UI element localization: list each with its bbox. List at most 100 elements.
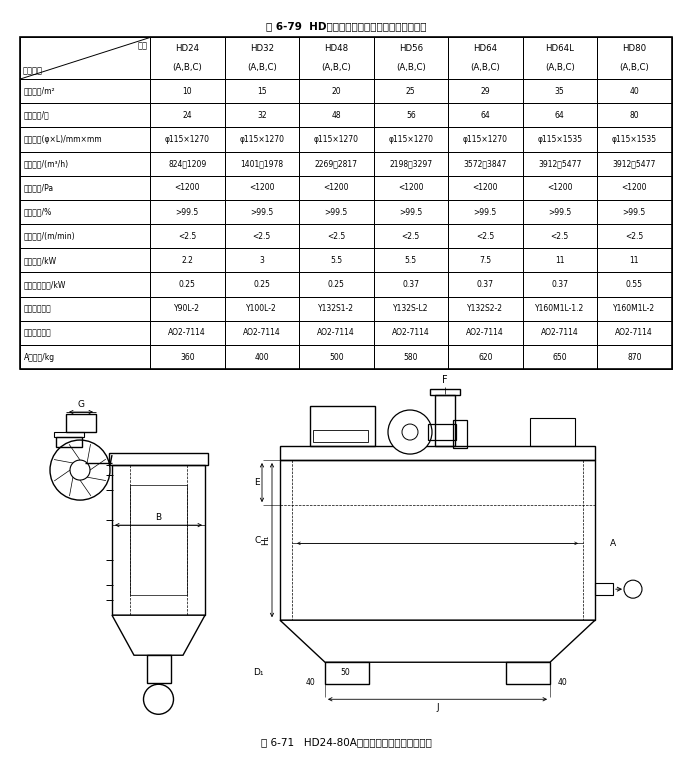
Bar bbox=[150, 103, 224, 127]
Text: Y132S2-2: Y132S2-2 bbox=[467, 304, 503, 313]
Bar bbox=[224, 345, 299, 369]
Bar bbox=[374, 296, 448, 321]
Text: AO2-7114: AO2-7114 bbox=[615, 329, 653, 337]
Text: 580: 580 bbox=[403, 353, 418, 362]
Text: 824～1209: 824～1209 bbox=[168, 159, 206, 168]
Text: <2.5: <2.5 bbox=[476, 232, 494, 240]
Bar bbox=[522, 248, 597, 273]
Bar bbox=[299, 321, 374, 345]
Bar bbox=[597, 321, 671, 345]
Bar bbox=[21, 38, 671, 369]
Bar bbox=[150, 321, 224, 345]
Bar bbox=[150, 296, 224, 321]
Bar bbox=[224, 224, 299, 248]
Text: Y100L-2: Y100L-2 bbox=[246, 304, 277, 313]
Text: HD64L: HD64L bbox=[545, 45, 574, 54]
Text: φ115×1270: φ115×1270 bbox=[313, 135, 358, 144]
Bar bbox=[21, 200, 150, 224]
Text: 24: 24 bbox=[183, 111, 192, 120]
Text: 0.37: 0.37 bbox=[477, 280, 494, 289]
Bar bbox=[66, 414, 96, 432]
Text: 620: 620 bbox=[478, 353, 493, 362]
Bar bbox=[54, 432, 84, 437]
Bar bbox=[299, 151, 374, 176]
Text: (A,B,C): (A,B,C) bbox=[247, 63, 277, 72]
Bar bbox=[299, 103, 374, 127]
Text: >99.5: >99.5 bbox=[548, 207, 572, 217]
Bar bbox=[150, 176, 224, 200]
Bar bbox=[21, 127, 150, 151]
Text: >99.5: >99.5 bbox=[250, 207, 273, 217]
Circle shape bbox=[50, 440, 110, 500]
Text: 濾袋規格(φ×L)/mm×mm: 濾袋規格(φ×L)/mm×mm bbox=[24, 135, 102, 144]
Text: AO2-7114: AO2-7114 bbox=[318, 329, 355, 337]
Bar bbox=[448, 200, 522, 224]
Text: 0.25: 0.25 bbox=[179, 280, 196, 289]
Text: (A,B,C): (A,B,C) bbox=[471, 63, 500, 72]
Bar bbox=[224, 321, 299, 345]
Bar bbox=[21, 38, 150, 79]
Text: >99.5: >99.5 bbox=[176, 207, 199, 217]
Bar bbox=[374, 224, 448, 248]
Text: <2.5: <2.5 bbox=[401, 232, 420, 240]
Bar bbox=[522, 79, 597, 103]
Bar bbox=[597, 273, 671, 296]
Bar bbox=[21, 79, 150, 103]
Bar bbox=[374, 273, 448, 296]
Text: 清灰電機功率/kW: 清灰電機功率/kW bbox=[24, 280, 66, 289]
Polygon shape bbox=[280, 621, 595, 662]
Text: AO2-7114: AO2-7114 bbox=[466, 329, 504, 337]
Bar bbox=[21, 273, 150, 296]
Bar bbox=[448, 224, 522, 248]
Text: <1200: <1200 bbox=[174, 184, 200, 192]
Text: 64: 64 bbox=[480, 111, 490, 120]
Bar bbox=[448, 38, 522, 79]
Bar bbox=[150, 248, 224, 273]
Text: H₁: H₁ bbox=[261, 535, 270, 545]
Text: 25: 25 bbox=[406, 87, 416, 95]
Text: HD48: HD48 bbox=[325, 45, 348, 54]
Bar bbox=[21, 151, 150, 176]
Text: φ115×1270: φ115×1270 bbox=[239, 135, 284, 144]
Text: <1200: <1200 bbox=[324, 184, 349, 192]
Text: (A,B,C): (A,B,C) bbox=[619, 63, 649, 72]
Bar bbox=[597, 151, 671, 176]
Text: 3912～5477: 3912～5477 bbox=[612, 159, 656, 168]
Bar bbox=[150, 38, 224, 79]
Text: G: G bbox=[78, 400, 84, 409]
Text: D₁: D₁ bbox=[253, 667, 263, 677]
Bar bbox=[448, 321, 522, 345]
Text: (A,B,C): (A,B,C) bbox=[321, 63, 351, 72]
Bar bbox=[150, 127, 224, 151]
Bar bbox=[597, 38, 671, 79]
Bar bbox=[299, 345, 374, 369]
Bar bbox=[374, 127, 448, 151]
Bar bbox=[299, 38, 374, 79]
Text: 80: 80 bbox=[630, 111, 639, 120]
Bar bbox=[374, 200, 448, 224]
Bar bbox=[21, 321, 150, 345]
Text: 2198～3297: 2198～3297 bbox=[389, 159, 432, 168]
Bar bbox=[522, 151, 597, 176]
Bar bbox=[299, 224, 374, 248]
Text: 500: 500 bbox=[329, 353, 344, 362]
Text: 0.37: 0.37 bbox=[552, 280, 568, 289]
Text: A: A bbox=[610, 539, 616, 548]
Bar bbox=[597, 248, 671, 273]
Text: 40: 40 bbox=[630, 87, 639, 95]
Bar bbox=[147, 655, 170, 684]
Text: φ115×1270: φ115×1270 bbox=[463, 135, 508, 144]
Text: φ115×1535: φ115×1535 bbox=[537, 135, 583, 144]
Bar bbox=[522, 127, 597, 151]
Bar bbox=[224, 248, 299, 273]
Bar bbox=[299, 127, 374, 151]
Bar bbox=[374, 176, 448, 200]
Bar bbox=[299, 296, 374, 321]
Text: A型質量/kg: A型質量/kg bbox=[24, 353, 55, 362]
Bar bbox=[224, 176, 299, 200]
Bar bbox=[130, 485, 187, 595]
Bar bbox=[374, 103, 448, 127]
Bar bbox=[112, 465, 205, 615]
Bar bbox=[21, 224, 150, 248]
Text: Y160M1L-1.2: Y160M1L-1.2 bbox=[535, 304, 584, 313]
